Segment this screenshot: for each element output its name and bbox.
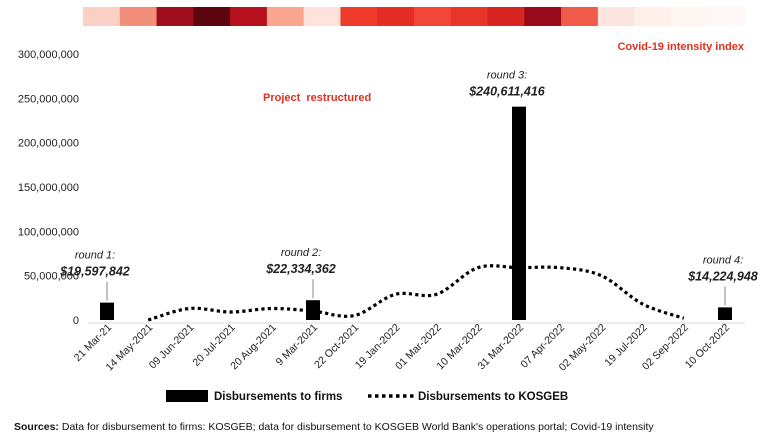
intensity-segment [193,7,231,26]
legend-firms-label: Disbursements to firms [214,391,342,403]
x-tick-label: 09 Jun-2021 [147,322,197,372]
y-tick-label: 150,000,000 [18,182,79,194]
annotation-amount-label: $240,611,416 [468,85,546,99]
annotations: round 1: $19,597,842 round 2: $22,334,362 ro… [59,70,758,306]
annotation-round-label: round 3: [487,70,527,82]
intensity-segment [671,7,709,26]
annotation-amount-label: $22,334,362 [265,262,336,276]
legend: Disbursements to firms Disbursements to … [166,390,568,403]
y-tick-label: 100,000,000 [18,226,79,238]
intensity-segment [414,7,452,26]
intensity-segment [266,7,305,26]
intensity-segment [303,7,342,26]
intensity-segment [83,7,121,26]
y-tick-label: 300,000,000 [18,49,79,61]
legend-kosgeb-label: Disbursements to KOSGEB [418,391,568,403]
intensity-segment [487,7,525,26]
firms-bar [512,106,526,321]
annotation-round-label: round 4: [703,254,743,266]
intensity-segment [230,7,268,26]
annotation-round-label: round 1: [75,250,115,262]
y-tick-label: 250,000,000 [18,93,79,105]
annotation-round-label: round 2: [281,247,321,259]
firms-bar [306,300,320,320]
intensity-segment [708,7,746,26]
y-axis: 0 50,000,000 100,000,000 150,000,000 200,000… [18,49,79,327]
y-tick-label: 200,000,000 [18,138,79,150]
intensity-segment [377,7,415,26]
x-tick-label: 10 Oct-2022 [683,322,732,371]
legend-bar-swatch [166,390,208,402]
firms-bar [718,307,732,320]
y-tick-label: 0 [73,315,79,327]
project-restructured-note: Project restructured [263,92,371,104]
intensity-segment [597,7,636,26]
firms-bars [100,106,732,321]
intensity-segment [340,7,378,26]
firms-bar [100,302,114,320]
sources-note: Sources: Data for disbursement to firms:… [14,420,774,434]
sources-label: Sources: [14,421,59,433]
intensity-segment [524,7,562,26]
covid-intensity-band [83,7,746,26]
annotation-amount-label: $19,597,842 [59,265,130,279]
intensity-segment [561,7,599,26]
annotation-amount-label: $14,224,948 [687,269,758,283]
intensity-segment [634,7,673,26]
intensity-segment [119,7,158,26]
covid-index-note: Covid-19 intensity index [617,41,744,53]
kosgeb-series [147,264,685,322]
x-tick-label: 21 Mar-21 [72,322,114,364]
intensity-segment [450,7,489,26]
intensity-segment [156,7,194,26]
y-tick-label: 50,000,000 [24,271,79,283]
kosgeb-dotted-line [147,264,685,322]
sources-text: Data for disbursement to firms: KOSGEB; … [58,421,654,433]
